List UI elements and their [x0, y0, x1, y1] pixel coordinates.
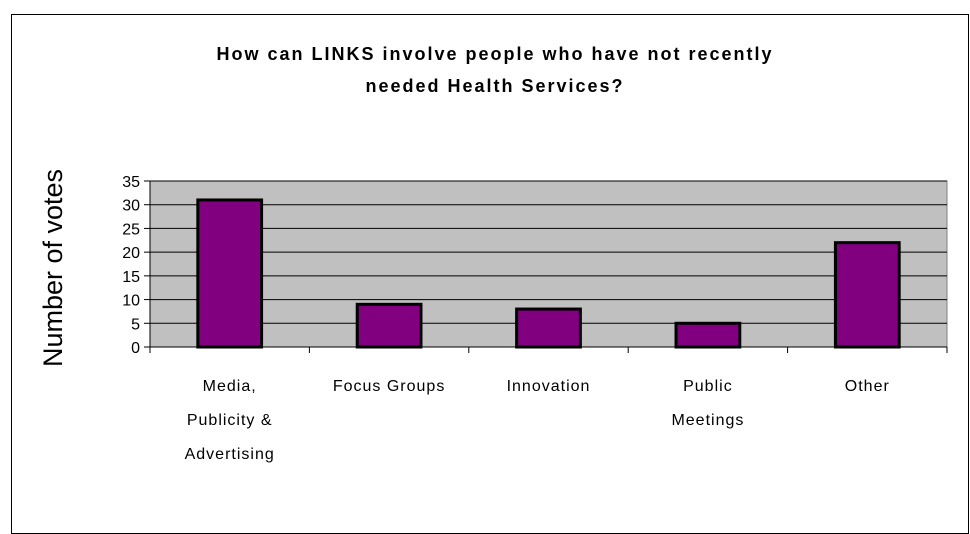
category-label-line: Publicity & — [187, 412, 273, 429]
category-label-line: Focus Groups — [333, 378, 445, 395]
category-label-line: Advertising — [185, 446, 275, 463]
y-tick-label: 30 — [122, 198, 140, 215]
category-label-line: Media, — [203, 378, 257, 395]
category-label-2: Focus Groups — [333, 378, 445, 395]
category-label-line: Other — [845, 378, 890, 395]
y-tick-label: 15 — [122, 269, 140, 286]
y-tick-label: 20 — [122, 245, 140, 262]
bar-2 — [355, 302, 423, 349]
category-label-3: Innovation — [507, 378, 591, 395]
category-label-4: Public Meetings — [671, 378, 744, 429]
category-label-line: Public — [683, 378, 733, 395]
chart-title-line-2: needed Health Services? — [365, 76, 625, 96]
category-label-1: Media, Publicity & Advertising — [185, 378, 275, 463]
category-label-line: Innovation — [507, 378, 591, 395]
bar-3 — [515, 307, 582, 349]
bar-5 — [833, 241, 901, 349]
y-tick-label: 10 — [122, 293, 140, 310]
chart-title-line-1: How can LINKS involve people who have no… — [216, 44, 774, 64]
chart-title: How can LINKS involve people who have no… — [0, 38, 970, 102]
category-label-5: Other — [845, 378, 890, 395]
y-tick-label: 0 — [131, 340, 140, 357]
bar-1 — [196, 198, 264, 349]
bar-4 — [674, 321, 742, 349]
y-tick-label: 35 — [122, 174, 140, 191]
y-tick-label: 5 — [131, 316, 140, 333]
bar-chart: 0 5 10 15 20 25 30 35 Media, Publicity & Advertisi… — [122, 174, 948, 463]
y-tick-label: 25 — [122, 221, 140, 238]
category-label-line: Meetings — [671, 412, 744, 429]
